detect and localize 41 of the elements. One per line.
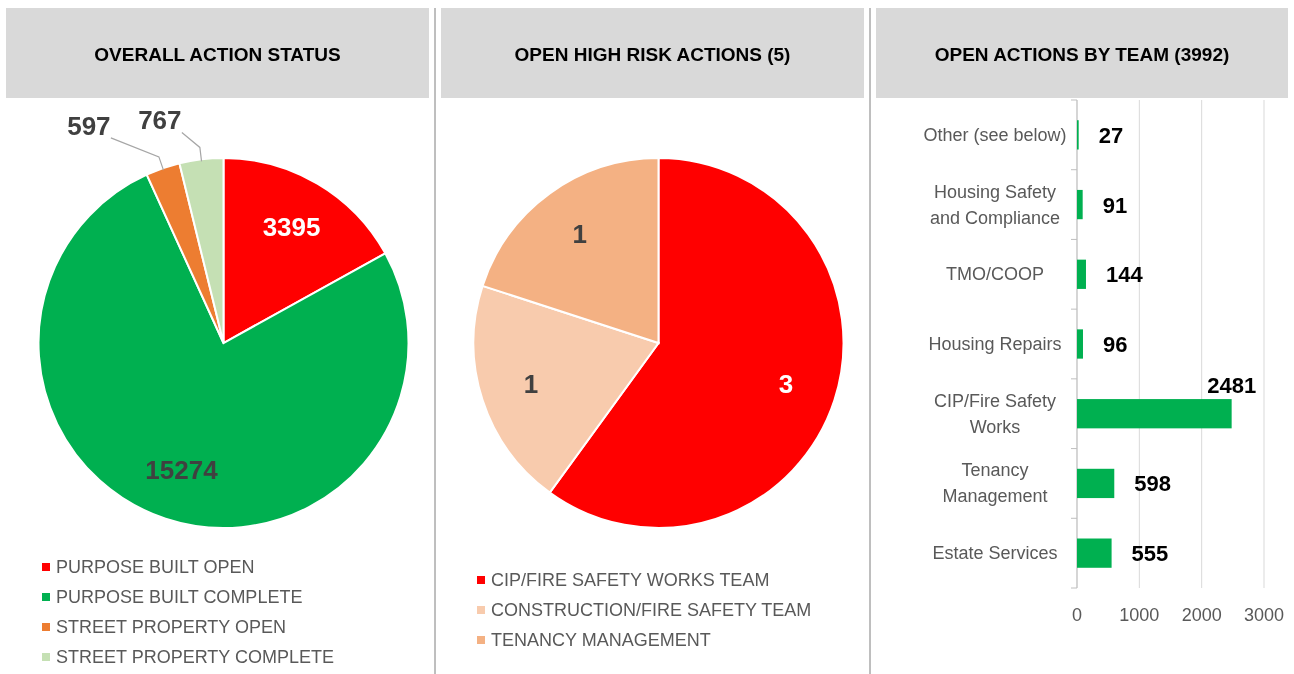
bar: [1077, 329, 1083, 359]
bar: [1077, 259, 1086, 289]
y-tick-label: Tenancy Management: [942, 460, 1048, 507]
legend-label: STREET PROPERTY COMPLETE: [56, 647, 335, 667]
data-label: 1: [523, 369, 539, 400]
legend-label: STREET PROPERTY OPEN: [56, 617, 287, 637]
legend-label: CIP/FIRE SAFETY WORKS TEAM: [491, 570, 770, 590]
bar: [1077, 399, 1232, 429]
y-tick-label: Estate Services: [932, 543, 1058, 564]
data-label: 1: [572, 219, 587, 250]
data-label: 27: [1098, 122, 1124, 148]
y-tick-label: Housing Repairs: [928, 334, 1062, 354]
data-label: 3395: [262, 212, 321, 243]
x-tick-label: 0: [1071, 605, 1083, 625]
chart-title: OVERALL ACTION STATUS: [94, 44, 341, 65]
data-label: 96: [1102, 332, 1128, 357]
legend-label: PURPOSE BUILT COMPLETE: [56, 587, 303, 607]
bar: [1077, 538, 1112, 568]
y-tick-label: Other (see below): [923, 124, 1067, 145]
y-tick-label: TMO/COOP: [946, 264, 1044, 285]
bar: [1077, 189, 1083, 220]
chart-title: OPEN HIGH RISK ACTIONS (5): [514, 44, 791, 65]
x-tick-label: 1000: [1119, 605, 1160, 625]
data-label: 91: [1102, 192, 1128, 218]
data-label: 767: [138, 105, 182, 136]
data-label: 555: [1131, 541, 1169, 567]
chart-title: OPEN ACTIONS BY TEAM (3992): [934, 44, 1230, 65]
x-tick-label: 3000: [1243, 605, 1285, 625]
data-label: 597: [67, 110, 111, 141]
y-tick-label: Housing Safety and Compliance: [929, 181, 1061, 228]
y-tick-label: CIP/Fire Safety Works: [933, 390, 1057, 437]
legend-label: CONSTRUCTION/FIRE SAFETY TEAM: [491, 600, 812, 620]
data-label: 15274: [145, 455, 219, 486]
data-label: 144: [1105, 262, 1144, 288]
legend-label: TENANCY MANAGEMENT: [491, 630, 711, 650]
legend-label: PURPOSE BUILT OPEN: [56, 557, 255, 577]
bar: [1077, 468, 1115, 499]
data-label: 2481: [1207, 373, 1257, 399]
data-label: 598: [1134, 471, 1171, 497]
x-tick-label: 2000: [1181, 605, 1222, 625]
data-label: 3: [778, 369, 794, 400]
